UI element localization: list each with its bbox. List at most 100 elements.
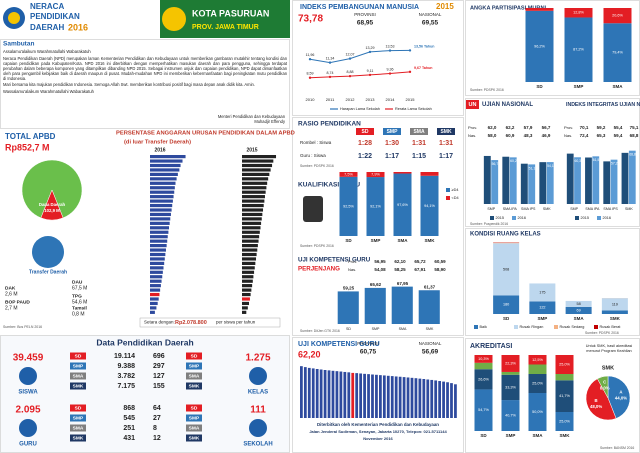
ref-value: 56,69 — [422, 349, 439, 356]
bar — [150, 284, 161, 288]
value-label: 41,7% — [559, 394, 570, 398]
slice-label: C — [603, 379, 606, 384]
category-label: SMK — [560, 433, 571, 438]
level-badge — [356, 128, 374, 135]
point — [408, 70, 412, 74]
value-label: 122 — [539, 306, 545, 310]
value-label: 58 — [577, 302, 581, 306]
bar — [355, 373, 359, 418]
bar-segment — [555, 412, 574, 431]
section-title: AKREDITASI — [470, 343, 512, 350]
bar — [242, 301, 250, 306]
category-label: SMA IPA — [585, 207, 600, 211]
level: SMP — [189, 363, 200, 369]
source: Sumber: PDSPK 2016 — [300, 164, 334, 168]
bar — [438, 381, 442, 418]
bar — [379, 375, 382, 418]
row-value: 46,9 — [542, 133, 551, 138]
point — [368, 50, 372, 54]
level-value: 8 — [153, 425, 157, 432]
bar — [546, 162, 554, 204]
item-value: 2,7 M — [5, 305, 18, 311]
row-value: 58,90 — [434, 267, 446, 272]
ratio: 1:30 — [385, 140, 399, 147]
category-label: SMP — [372, 327, 380, 331]
category-label: SMP — [537, 316, 547, 321]
level: SMP — [73, 415, 84, 421]
level: SMK — [189, 435, 200, 441]
ratio: 1:15 — [412, 153, 426, 160]
value-label: 12,8% — [573, 11, 584, 15]
value-label: 25,0% — [559, 420, 570, 424]
publisher: November 2016 — [363, 436, 393, 441]
source: Sumber: Bos PELN 2016 — [3, 325, 42, 329]
value-label: 57,2 — [611, 162, 618, 166]
signature-role: Menteri Pendidikan dan Kebudayaan — [217, 114, 285, 119]
value-label: 508 — [503, 267, 509, 271]
bar — [150, 208, 172, 212]
row-value: 56,7 — [542, 125, 551, 130]
panel-border — [0, 39, 290, 129]
bar-segment — [493, 295, 520, 314]
legend-swatch — [446, 188, 450, 192]
bar — [363, 373, 366, 418]
bar — [150, 217, 171, 221]
bar-segment — [393, 173, 412, 236]
legend-label: <D4 — [452, 196, 459, 200]
item-value: 0,8 M — [72, 311, 85, 317]
value-label: 175 — [539, 290, 545, 294]
badge: UN — [469, 102, 477, 108]
bar — [242, 217, 262, 221]
ref-label: NASIONAL — [419, 341, 442, 346]
value-label: 92,1% — [370, 205, 381, 209]
level-value: 19.114 — [114, 353, 135, 360]
level-badge — [186, 362, 202, 370]
bar-segment — [528, 393, 547, 431]
bar — [150, 310, 155, 314]
item-label: DAK — [5, 285, 16, 291]
level-badge — [186, 424, 202, 432]
source: Sumber: PDSPK 2016 — [300, 244, 334, 248]
bar-segment — [393, 172, 412, 174]
bar — [242, 288, 252, 292]
bar — [418, 378, 422, 418]
category-label: SMA — [533, 433, 544, 438]
group-label: KELAS — [248, 390, 268, 396]
ref-label: PROVINSI — [357, 341, 379, 346]
bar — [307, 367, 311, 418]
level: SMK — [73, 383, 84, 389]
bar — [150, 261, 165, 265]
level: SD — [191, 353, 198, 359]
title: NERACA — [30, 2, 64, 11]
section-title: UJI KOMPETENSI GURU — [298, 341, 380, 348]
bar — [242, 172, 270, 176]
row-label: Prov. — [564, 125, 573, 130]
group-label: SEKOLAH — [243, 442, 272, 448]
level: SMK — [73, 435, 84, 441]
bar-segment — [525, 10, 554, 83]
bar — [242, 284, 253, 288]
bar — [150, 190, 175, 194]
bar — [150, 306, 157, 310]
bar — [242, 270, 255, 274]
x-tick-label: 2015 — [406, 97, 416, 102]
group-label: GURU — [19, 442, 37, 448]
slice-value: 8,0% — [600, 385, 610, 390]
item-value: 67,5 M — [72, 285, 87, 291]
pie-slice — [21, 159, 83, 219]
level-value: 9.388 — [117, 363, 135, 370]
source: Sumber: BANSM 2016 — [600, 446, 634, 450]
legend-label: Rerata Lama Sekolah — [395, 107, 432, 111]
x-tick-label: 2013 — [366, 97, 376, 102]
bar — [150, 186, 175, 190]
section-title: INDEKS INTEGRITAS UJIAN NASIONAL — [566, 102, 640, 108]
value-label: 12,5% — [532, 358, 543, 362]
row-value: 58,25 — [394, 267, 406, 272]
value-label: 7,9% — [371, 173, 380, 177]
title: DAERAH — [30, 23, 64, 32]
legend-swatch — [554, 325, 558, 329]
bar — [528, 164, 536, 204]
bar — [351, 372, 355, 418]
category-label: SMA IPS — [603, 207, 618, 211]
bar — [150, 221, 170, 225]
